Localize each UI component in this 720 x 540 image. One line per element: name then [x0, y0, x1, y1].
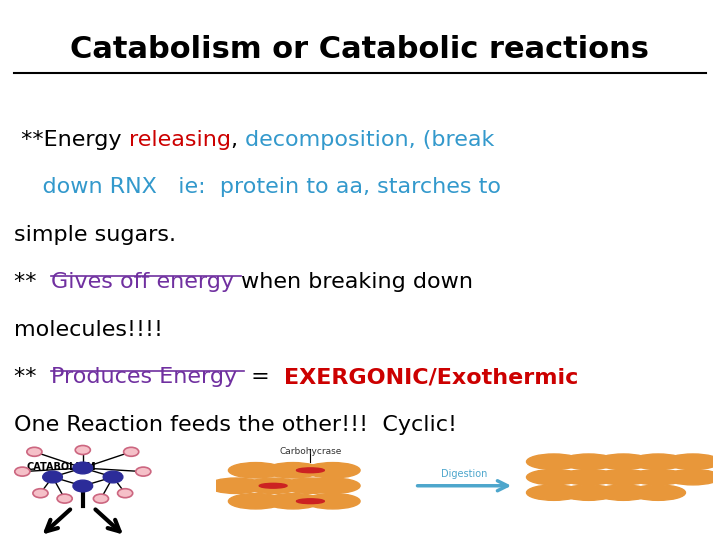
Circle shape: [42, 471, 63, 483]
Ellipse shape: [266, 463, 320, 478]
Ellipse shape: [526, 469, 581, 485]
Ellipse shape: [665, 469, 720, 485]
Circle shape: [259, 483, 287, 488]
Circle shape: [117, 489, 132, 498]
Circle shape: [76, 446, 91, 455]
Ellipse shape: [228, 463, 283, 478]
Ellipse shape: [562, 485, 616, 501]
Text: **: **: [14, 367, 51, 387]
Text: simple sugars.: simple sugars.: [14, 225, 176, 245]
Circle shape: [15, 467, 30, 476]
Circle shape: [94, 494, 109, 503]
Text: Catabolism or Catabolic reactions: Catabolism or Catabolic reactions: [71, 35, 649, 64]
Circle shape: [297, 468, 324, 472]
Text: Digestion: Digestion: [441, 469, 487, 479]
Text: **Energy: **Energy: [14, 130, 129, 150]
Circle shape: [124, 447, 139, 456]
Text: Carbohycrase: Carbohycrase: [279, 447, 341, 456]
Ellipse shape: [562, 454, 616, 469]
Text: Produces Energy: Produces Energy: [51, 367, 244, 387]
Ellipse shape: [631, 469, 685, 485]
Ellipse shape: [305, 494, 360, 509]
Text: molecules!!!!: molecules!!!!: [14, 320, 163, 340]
Ellipse shape: [562, 469, 616, 485]
Circle shape: [27, 447, 42, 456]
Ellipse shape: [596, 469, 651, 485]
Circle shape: [73, 480, 93, 492]
Ellipse shape: [526, 485, 581, 501]
Ellipse shape: [665, 454, 720, 469]
Ellipse shape: [228, 494, 283, 509]
Text: decomposition, (break: decomposition, (break: [245, 130, 495, 150]
Ellipse shape: [305, 463, 360, 478]
Ellipse shape: [246, 478, 300, 494]
Text: ,: ,: [231, 130, 245, 150]
Text: **: **: [14, 272, 51, 292]
Circle shape: [33, 489, 48, 498]
Ellipse shape: [631, 454, 685, 469]
Text: One Reaction feeds the other!!!  Cyclic!: One Reaction feeds the other!!! Cyclic!: [14, 415, 457, 435]
Text: when breaking down: when breaking down: [241, 272, 473, 292]
Circle shape: [57, 494, 72, 503]
Text: releasing: releasing: [129, 130, 231, 150]
Ellipse shape: [209, 478, 264, 494]
Text: Gives off energy: Gives off energy: [51, 272, 241, 292]
Circle shape: [297, 499, 324, 504]
Ellipse shape: [631, 485, 685, 501]
Ellipse shape: [596, 454, 651, 469]
Ellipse shape: [305, 478, 360, 494]
Text: CATABOLISM: CATABOLISM: [27, 462, 96, 472]
Text: =: =: [244, 367, 284, 387]
Text: EXERGONIC/Exothermic: EXERGONIC/Exothermic: [284, 367, 579, 387]
Ellipse shape: [283, 478, 338, 494]
Circle shape: [73, 462, 93, 474]
Text: down RNX   ie:  protein to aa, starches to: down RNX ie: protein to aa, starches to: [14, 177, 501, 197]
Circle shape: [103, 471, 123, 483]
Ellipse shape: [266, 494, 320, 509]
Circle shape: [135, 467, 151, 476]
Ellipse shape: [596, 485, 651, 501]
Ellipse shape: [526, 454, 581, 469]
